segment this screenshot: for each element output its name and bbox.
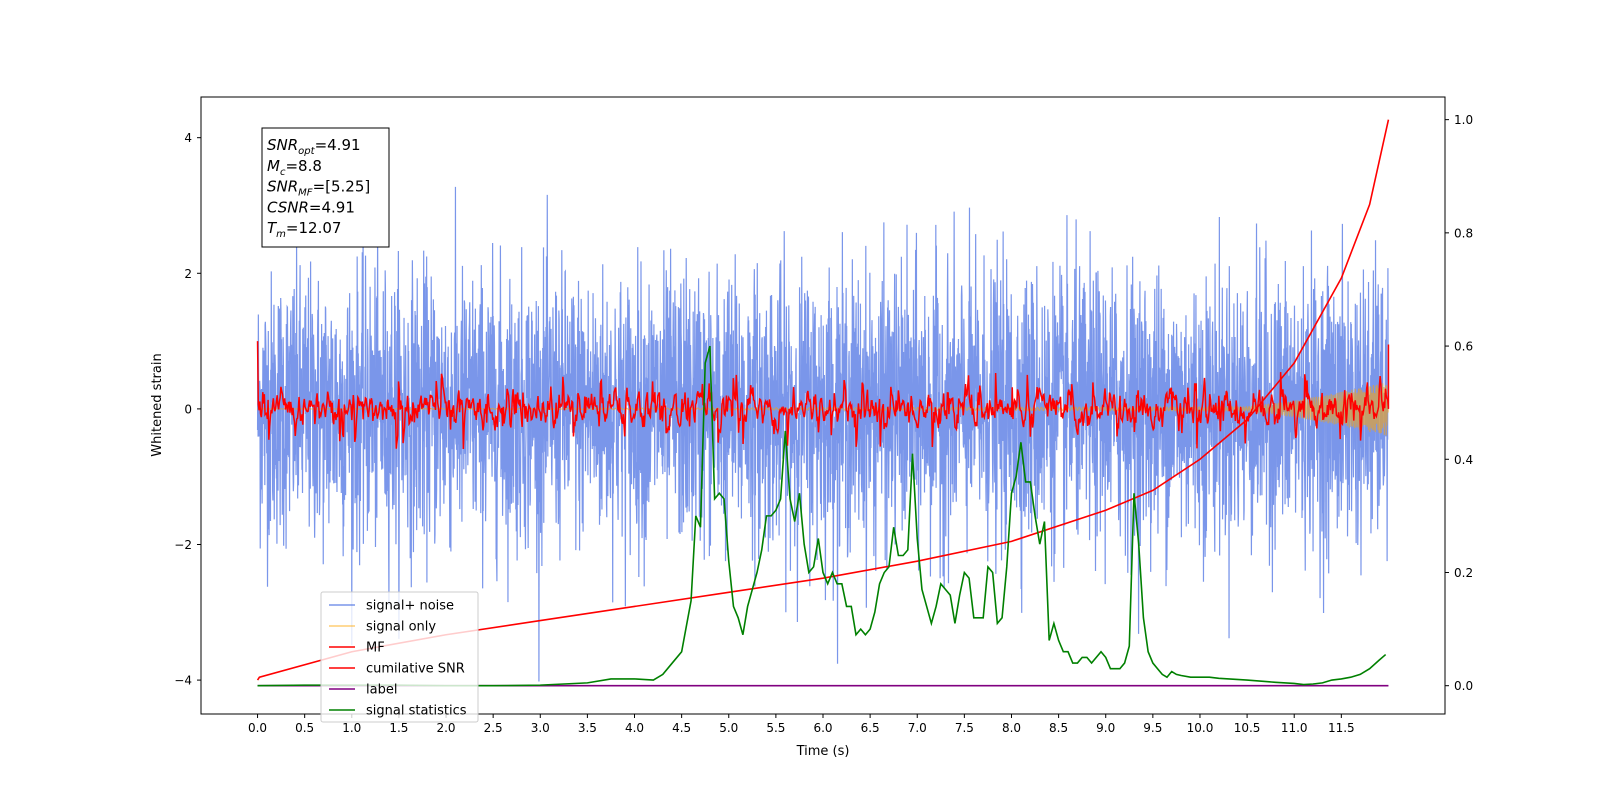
annotation-line: CSNR=4.91 [267, 198, 355, 216]
right-y-tick-label: 1.0 [1454, 113, 1473, 127]
legend-item: signal only [329, 620, 436, 635]
legend-item: signal+ noise [329, 599, 454, 614]
x-tick-label: 3.5 [578, 721, 597, 735]
left-y-tick-label: −2 [174, 538, 192, 552]
right-y-tick-label: 0.0 [1454, 679, 1473, 693]
x-tick: 0.0 [248, 714, 267, 735]
y-axis-label: Whitened strain [150, 353, 165, 456]
right-y-tick-label: 0.4 [1454, 453, 1473, 467]
x-tick: 10.5 [1234, 714, 1261, 735]
x-tick-label: 4.0 [625, 721, 644, 735]
annotation-line: SNRopt=4.91 [267, 136, 361, 157]
x-tick-label: 10.5 [1234, 721, 1261, 735]
x-tick-label: 9.5 [1143, 721, 1162, 735]
x-tick: 9.0 [1096, 714, 1115, 735]
x-tick: 6.5 [861, 714, 880, 735]
left-y-tick-label: 0 [184, 402, 192, 416]
left-y-tick: 4 [184, 131, 201, 145]
legend-label: signal+ noise [366, 599, 454, 614]
left-y-tick-label: −4 [174, 674, 192, 688]
annotation-line: Mc=8.8 [267, 157, 322, 178]
right-y-tick: 0.0 [1445, 679, 1473, 693]
legend-item: signal statistics [329, 704, 467, 719]
x-tick: 11.0 [1281, 714, 1308, 735]
x-axis-label: Time (s) [796, 744, 850, 759]
right-y-axis-ticks: 1.0 0.8 0.6 0.4 0.2 0.0 [1445, 113, 1473, 693]
left-y-tick: 2 [184, 267, 201, 281]
x-tick: 4.0 [625, 714, 644, 735]
right-y-tick: 0.2 [1445, 566, 1473, 580]
annotation-line: SNRMF=[5.25] [267, 178, 370, 199]
x-tick-label: 11.0 [1281, 721, 1308, 735]
x-tick-label: 6.0 [813, 721, 832, 735]
x-tick-label: 0.0 [248, 721, 267, 735]
x-tick-label: 6.5 [861, 721, 880, 735]
signal-statistics-line [257, 345, 1387, 687]
x-tick-label: 2.0 [436, 721, 455, 735]
x-tick-label: 7.5 [955, 721, 974, 735]
legend-label: label [366, 683, 397, 698]
left-y-axis-ticks: 4 2 0 −2 −4 [174, 131, 201, 688]
x-tick: 10.0 [1187, 714, 1214, 735]
x-tick-label: 5.5 [766, 721, 785, 735]
x-tick: 7.0 [908, 714, 927, 735]
right-y-tick: 0.6 [1445, 340, 1473, 354]
signal-statistics-series [257, 345, 1387, 687]
x-tick: 3.0 [531, 714, 550, 735]
legend-item: label [329, 683, 397, 698]
x-tick-label: 8.5 [1049, 721, 1068, 735]
x-tick: 8.0 [1002, 714, 1021, 735]
legend-item: cumilative SNR [329, 662, 465, 677]
left-y-tick: 0 [184, 402, 201, 416]
x-tick-label: 2.5 [484, 721, 503, 735]
left-y-tick-label: 4 [184, 131, 192, 145]
mf-series [256, 341, 1390, 449]
annotation-line: Tm=12.07 [267, 219, 341, 240]
right-y-tick-label: 0.2 [1454, 566, 1473, 580]
right-y-tick: 1.0 [1445, 113, 1473, 127]
x-tick: 3.5 [578, 714, 597, 735]
legend-label: cumilative SNR [366, 662, 465, 677]
x-tick: 6.0 [813, 714, 833, 735]
legend: signal+ noise signal only MF cumilative SNR… [320, 591, 479, 723]
x-tick-label: 4.5 [672, 721, 691, 735]
x-tick: 2.5 [484, 714, 503, 735]
x-tick-label: 11.5 [1328, 721, 1355, 735]
right-y-tick: 0.4 [1445, 453, 1473, 467]
legend-item: MF [329, 641, 385, 656]
x-tick: 9.5 [1143, 714, 1162, 735]
legend-label: signal only [366, 620, 436, 635]
mf-line [256, 341, 1390, 449]
legend-label: MF [366, 641, 385, 656]
x-tick: 7.5 [955, 714, 974, 735]
right-y-tick-label: 0.8 [1454, 226, 1473, 240]
x-tick: 11.5 [1328, 714, 1355, 735]
left-y-tick: −4 [174, 674, 201, 688]
x-tick: 0.5 [295, 714, 314, 735]
left-y-tick: −2 [174, 538, 201, 552]
x-tick-label: 0.5 [295, 721, 314, 735]
legend-label: signal statistics [366, 704, 467, 719]
x-tick: 8.5 [1049, 714, 1068, 735]
x-tick-label: 1.5 [389, 721, 408, 735]
x-tick: 5.5 [766, 714, 785, 735]
x-tick-label: 10.0 [1187, 721, 1214, 735]
x-tick-label: 7.0 [908, 721, 927, 735]
x-tick-label: 5.0 [719, 721, 738, 735]
x-tick-label: 3.0 [531, 721, 550, 735]
right-y-tick-label: 0.6 [1454, 340, 1473, 354]
x-axis-ticks: 0.0 0.5 1.0 1.5 2.0 2.5 3.0 3.5 4.0 4.5 5.0 5.5 6.0 6… [248, 714, 1355, 735]
x-tick: 4.5 [672, 714, 691, 735]
left-y-tick-label: 2 [184, 267, 192, 281]
x-tick-label: 1.0 [342, 721, 361, 735]
x-tick: 5.0 [719, 714, 738, 735]
x-tick-label: 8.0 [1002, 721, 1021, 735]
x-tick-label: 9.0 [1096, 721, 1115, 735]
right-y-tick: 0.8 [1445, 226, 1473, 240]
